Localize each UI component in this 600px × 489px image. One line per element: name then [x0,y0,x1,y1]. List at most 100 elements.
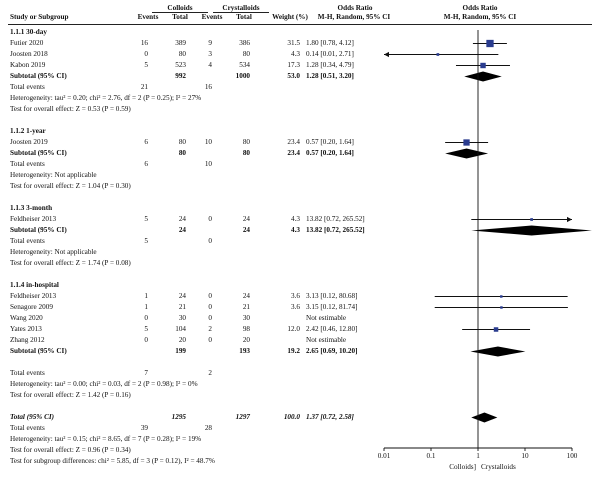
point-estimate-square [493,327,499,332]
or-method-header: M-H, Random, 95% CI [317,13,391,21]
total-group1: 20 [178,336,186,344]
weight-value: 17.3 [287,61,300,69]
weight-value: 3.6 [291,292,300,300]
events-group1: 1 [144,303,148,311]
total-group1: 80 [178,50,186,58]
events-group2: 2 [208,369,212,377]
total-group2: 80 [242,138,250,146]
odds-ratio-ci: 1.37 [0.72, 2.58] [306,413,354,421]
weight-value: 53.0 [287,72,300,80]
total-group1: 80 [178,149,186,157]
study-name: Joosten 2018 [10,50,48,58]
total-group1: 523 [175,61,186,69]
subgroup-heading: 1.1.1 30-day [10,28,47,36]
statistics-note: Heterogeneity: tau² = 0.00; chi² = 0.03,… [10,380,198,388]
x-axis-tick-label: 0.01 [377,452,391,460]
odds-ratio-ci: 2.65 [0.69, 10.20] [306,347,358,355]
events-group1: 5 [144,61,148,69]
ci-arrow-left [384,51,389,58]
statistics-note: Test for overall effect: Z = 1.74 (P = 0… [10,259,131,267]
statistics-note: Test for overall effect: Z = 1.42 (P = 0… [10,391,131,399]
weight-column-header: Weight (%) [272,13,308,21]
x-axis-tick-label: 100 [566,452,578,460]
total-events-label: Total events [10,369,45,377]
total-group1: 992 [175,72,186,80]
statistics-note: Test for subgroup differences: chi² = 5.… [10,457,215,465]
group2-underline [213,12,269,13]
group1-underline [152,12,208,13]
or-column-header: Odds Ratio [337,4,373,12]
x-axis-tick-label: 10 [521,452,529,460]
total-group2: 534 [239,61,250,69]
study-name: Joosten 2019 [10,138,48,146]
group1-header: Colloids [167,4,193,12]
total-group1: 389 [175,39,186,47]
statistics-note: Heterogeneity: tau² = 0.20; chi² = 2.76,… [10,94,202,102]
events-group2: 0 [208,215,212,223]
events-group1: 7 [144,369,148,377]
total-group1: 24 [178,215,186,223]
weight-value: 19.2 [287,347,300,355]
odds-ratio-ci: 13.82 [0.72, 265.52] [306,215,365,223]
subtotal-diamond [464,71,502,82]
odds-ratio-ci: 1.80 [0.78, 4.12] [306,39,354,47]
subtotal-label: Subtotal (95% CI) [10,347,67,355]
events-group1: 16 [140,39,148,47]
subtotal-label: Subtotal (95% CI) [10,226,67,234]
x-axis-tick-label: 0.1 [426,452,436,460]
point-estimate-square [486,39,494,48]
study-name: Wang 2020 [10,314,43,322]
weight-value: 31.5 [287,39,300,47]
study-name: Feldheiser 2013 [10,292,57,300]
plot-method-header: M-H, Random, 95% CI [443,13,517,21]
point-estimate-square [463,139,470,146]
subtotal-diamond [445,148,489,159]
odds-ratio-ci: 0.57 [0.20, 1.64] [306,149,354,157]
total-group2: 80 [242,149,250,157]
total2-column-header: Total [236,13,252,21]
favours-right-label: Crystalloids [481,463,516,471]
events-group1: 0 [144,314,148,322]
events2-column-header: Events [201,13,223,21]
subtotal-diamond [471,225,592,236]
events-group1: 5 [144,325,148,333]
weight-value: 4.3 [291,226,300,234]
events-group2: 9 [208,39,212,47]
weight-value: 4.3 [291,50,300,58]
subgroup-heading: 1.1.4 in-hospital [10,281,59,289]
study-name: Zhang 2012 [10,336,45,344]
events-group1: 0 [144,50,148,58]
events-group1: 6 [144,138,148,146]
events-group2: 0 [208,314,212,322]
subtotal-diamond [470,346,526,357]
events-group2: 2 [208,325,212,333]
total-group1: 24 [178,292,186,300]
odds-ratio-ci: 0.57 [0.20, 1.64] [306,138,354,146]
events-group2: 4 [208,61,212,69]
total-diamond [471,412,498,423]
total-group1: 24 [178,226,186,234]
study-name: Yates 2013 [10,325,42,333]
events-group1: 5 [144,215,148,223]
events-group2: 0 [208,303,212,311]
total-group1: 30 [178,314,186,322]
total-group2: 30 [242,314,250,322]
favours-left-label: Colloids] [449,463,476,471]
total-group2: 193 [239,347,250,355]
total-group2: 24 [242,226,250,234]
subgroup-heading: 1.1.2 1-year [10,127,46,135]
events-group1: 5 [144,237,148,245]
study-name: Futier 2020 [10,39,44,47]
total-group2: 20 [242,336,250,344]
odds-ratio-ci: 3.13 [0.12, 80.68] [306,292,358,300]
total-group1: 80 [178,138,186,146]
odds-ratio-ci: 2.42 [0.46, 12.80] [306,325,358,333]
total-group2: 1000 [235,72,250,80]
events-group2: 28 [204,424,212,432]
study-name: Kabon 2019 [10,61,46,69]
total-group1: 1295 [171,413,186,421]
point-estimate-square [500,306,503,309]
point-estimate-square [436,53,440,56]
statistics-note: Heterogeneity: tau² = 0.15; chi² = 8.65,… [10,435,202,443]
